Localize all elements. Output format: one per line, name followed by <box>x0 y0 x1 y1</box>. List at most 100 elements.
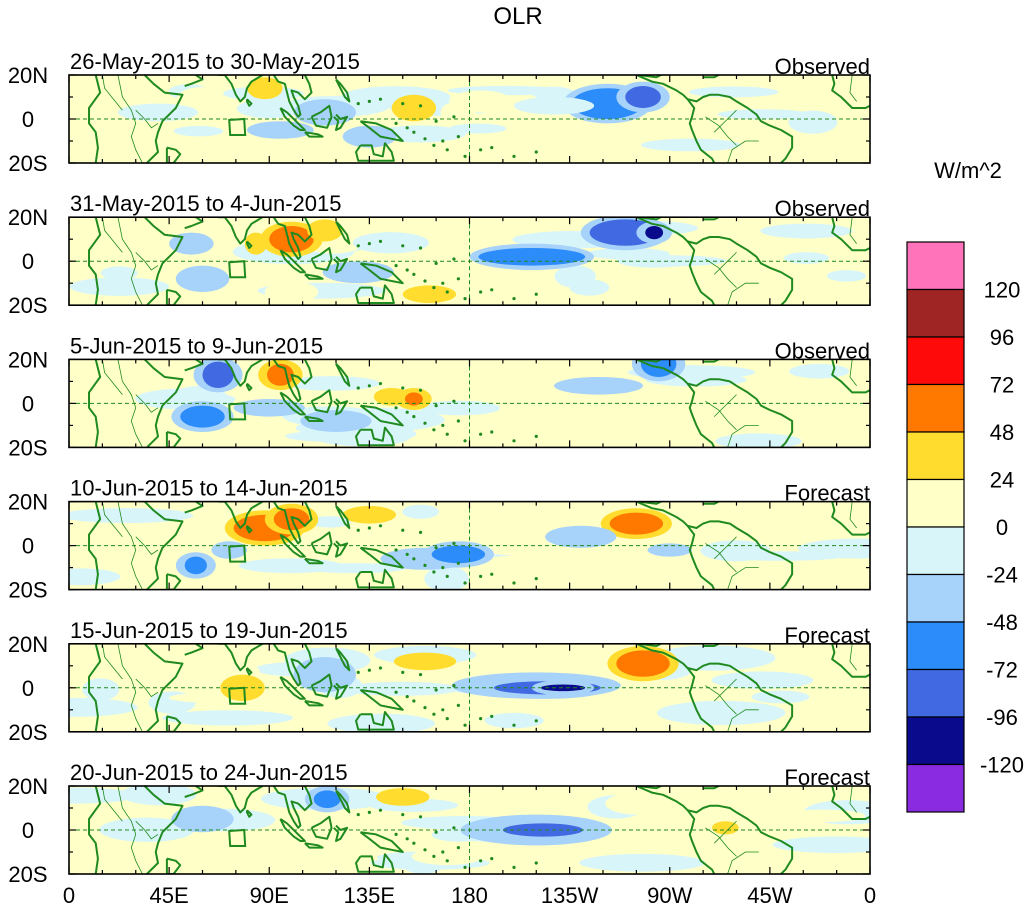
island <box>401 528 405 532</box>
y-tick-label: 0 <box>22 534 34 559</box>
coastline <box>272 217 313 260</box>
olr-anomaly-patch <box>751 690 810 704</box>
olr-anomaly-patch <box>69 277 169 296</box>
coastline <box>333 398 349 416</box>
y-tick-label: 0 <box>22 676 34 701</box>
colorbar: W/m^2 120 96 72 48 24 0 -24 -48 -72 -96 -120 <box>906 158 1024 813</box>
olr-anomaly-patch <box>579 853 706 872</box>
colorbar-swatch <box>906 288 965 338</box>
coastline <box>272 359 313 403</box>
country-border <box>135 678 159 698</box>
coastline <box>304 700 324 707</box>
island <box>490 288 494 292</box>
panel-date-range: 10-Jun-2015 to 14-Jun-2015 <box>70 476 348 501</box>
coastline <box>304 415 324 422</box>
y-tick-label: 20N <box>8 632 48 657</box>
coastline <box>184 75 204 87</box>
panel-date-range: 31-May-2015 to 4-Jun-2015 <box>70 191 342 216</box>
coastline <box>246 382 253 392</box>
olr-anomaly-patch <box>236 98 303 119</box>
olr-anomaly-patch <box>249 856 292 874</box>
olr-anomaly <box>402 285 457 304</box>
country-border <box>849 643 857 671</box>
coastline <box>310 673 333 698</box>
coastline <box>279 533 306 558</box>
colorbar-level-label: 72 <box>990 373 1014 398</box>
coastline <box>218 643 264 672</box>
island <box>456 135 460 139</box>
colorbar-level-label: 120 <box>984 278 1021 303</box>
olr-anomaly-patch <box>581 827 705 851</box>
island <box>367 99 371 103</box>
island <box>412 130 416 134</box>
island <box>479 148 483 152</box>
coastline <box>143 501 184 590</box>
olr-anomaly <box>246 77 283 100</box>
coastline <box>686 525 716 590</box>
coastline <box>686 382 716 448</box>
country-border <box>135 820 159 840</box>
olr-field <box>91 77 838 159</box>
island <box>432 712 436 716</box>
coastlines <box>88 786 870 874</box>
ticks <box>68 501 871 591</box>
coastline <box>831 786 870 820</box>
island <box>441 281 445 285</box>
island <box>534 292 538 296</box>
olr-anomaly <box>431 545 486 564</box>
y-tick-label: 20S <box>8 862 47 887</box>
olr-anomaly <box>247 121 314 139</box>
olr-anomaly <box>393 652 457 671</box>
coastline <box>218 75 264 103</box>
island <box>412 557 416 561</box>
coastline <box>355 711 395 731</box>
island <box>441 566 445 570</box>
olr-anomaly-patch <box>789 363 850 379</box>
coastline <box>218 501 264 529</box>
colorbar-swatch <box>906 478 965 528</box>
colorbar-swatch <box>906 431 965 481</box>
island <box>401 244 405 248</box>
country-border <box>117 501 143 590</box>
olr-anomaly <box>169 232 214 255</box>
coastline <box>246 809 253 818</box>
olr-anomaly-patch <box>688 86 779 98</box>
island <box>441 139 445 143</box>
coastline <box>686 809 716 874</box>
country-border <box>705 258 737 288</box>
coastline <box>355 853 395 873</box>
ticks <box>68 643 871 733</box>
island <box>394 406 398 410</box>
olr-anomaly-patch <box>780 809 866 823</box>
country-border <box>849 786 857 813</box>
panel-1: 20N 0 20S 26-May-2015 to 30-May-2015 Observe… <box>8 49 871 176</box>
coastline <box>310 531 333 556</box>
island <box>490 714 494 719</box>
country-border <box>849 501 857 529</box>
island <box>418 246 423 250</box>
island <box>423 563 427 568</box>
island <box>394 832 398 837</box>
country-border <box>727 424 759 448</box>
island <box>423 421 427 425</box>
island <box>405 410 409 414</box>
coastline <box>246 98 253 107</box>
chart-title: OLR <box>493 3 542 30</box>
coastlines <box>88 643 870 732</box>
island <box>441 850 445 854</box>
coastline <box>333 256 349 274</box>
country-border <box>727 567 759 590</box>
olr-anomaly <box>545 525 617 548</box>
island <box>432 570 436 574</box>
olr-anomaly <box>487 650 541 664</box>
coastline <box>272 501 313 545</box>
olr-anomaly-patch <box>162 710 293 726</box>
olr-anomaly-patch <box>544 424 674 436</box>
island <box>512 439 516 443</box>
olr-anomaly-patch <box>224 385 264 398</box>
colorbar-swatch <box>906 621 965 671</box>
coastline <box>831 359 870 394</box>
island <box>534 577 538 581</box>
coastline <box>218 359 264 387</box>
country-border <box>101 359 123 395</box>
